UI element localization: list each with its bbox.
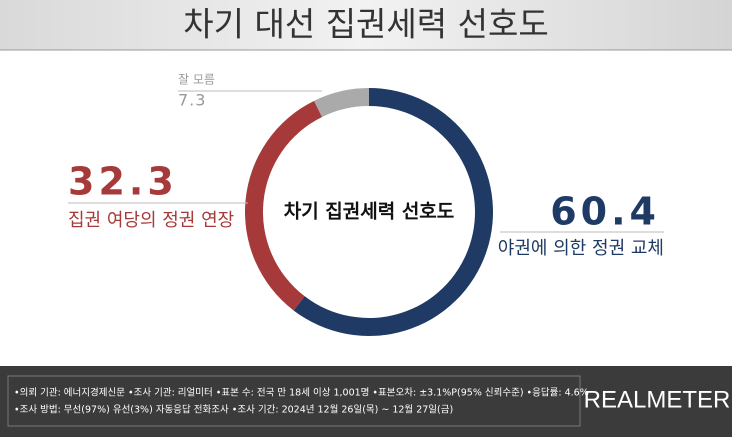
category-label: 집권 여당의 정권 연장 — [68, 210, 234, 231]
source-logo: REALMETER — [584, 386, 731, 413]
donut-segment — [314, 88, 369, 117]
footer-box — [7, 375, 581, 427]
title-band — [0, 0, 732, 50]
value-label: 7.3 — [178, 91, 206, 110]
donut-segment — [245, 100, 323, 311]
category-label: 야권에 의한 정권 교체 — [498, 238, 664, 259]
footer-note: •조사 방법: 무선(97%) 유선(3%) 자동응답 전화조사 •조사 기간:… — [14, 404, 453, 416]
footer-band — [0, 366, 732, 437]
donut-segment — [293, 88, 493, 336]
chart-title: 차기 대선 집권세력 선호도 — [183, 5, 548, 44]
footer-note: •의뢰 기관: 에너지경제신문 •조사 기관: 리얼미터 •표본 수: 전국 만… — [14, 387, 589, 399]
center-label: 차기 집권세력 선호도 — [284, 201, 455, 223]
category-label: 잘 모름 — [178, 73, 215, 87]
value-label: 32.3 — [68, 160, 178, 204]
value-label: 60.4 — [550, 190, 660, 234]
